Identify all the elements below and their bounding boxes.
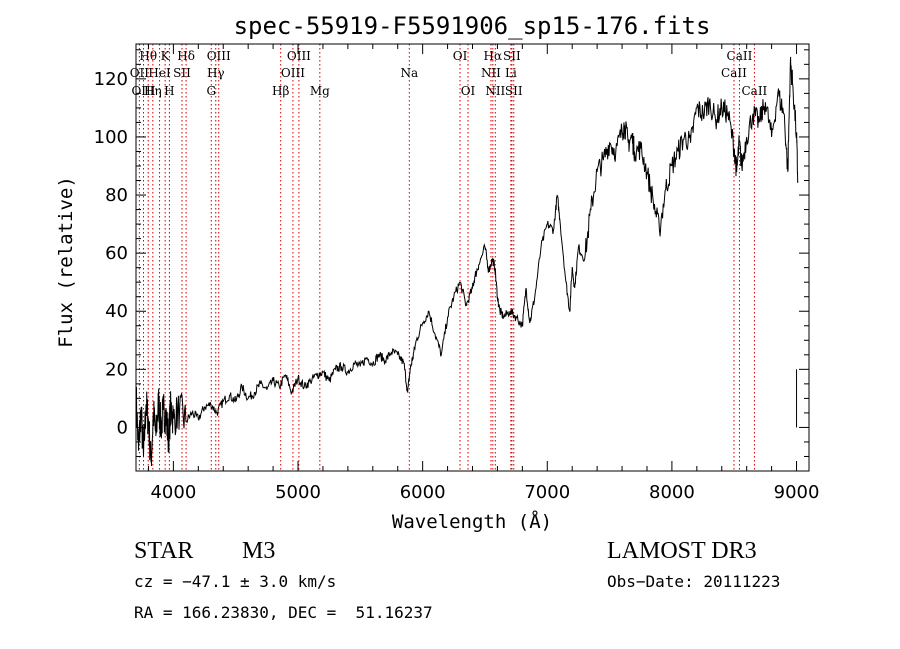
spectral-line-label: SII — [503, 49, 521, 63]
y-tick-label: 80 — [105, 185, 128, 206]
spectral-line-label: Mg — [310, 84, 330, 98]
y-tick-label: 40 — [105, 301, 128, 322]
spectral-line-label: OIII — [287, 49, 311, 63]
spectral-line-label: OI — [453, 49, 468, 63]
spectral-line-label: SII — [173, 66, 191, 80]
spectral-line-label: CaII — [727, 49, 753, 63]
redshift-text: cz = −47.1 ± 3.0 km/s — [134, 572, 337, 591]
spectral-line-label: HeI — [148, 66, 171, 80]
spectral-line-label: Li — [505, 66, 517, 80]
x-tick-label: 9000 — [774, 482, 820, 503]
y-tick-label: 0 — [117, 417, 128, 438]
spectral-line-label: H — [164, 84, 174, 98]
spectral-line-label: Na — [400, 66, 418, 80]
y-tick-label: 60 — [105, 243, 128, 264]
spectral-line-label: CaII — [721, 66, 747, 80]
spectral-line-label: OIII — [131, 84, 155, 98]
spectral-line-label: NII — [481, 66, 501, 80]
spectral-line-label: Hθ — [139, 49, 157, 63]
obs-date-text: Obs−Date: 20111223 — [607, 572, 781, 591]
spectral-line-label: OIII — [281, 66, 305, 80]
spectral-line-label: OII — [130, 66, 150, 80]
spectral-line-label: Hα — [484, 49, 503, 63]
series-layer — [135, 56, 799, 467]
x-axis-label: Wavelength (Å) — [392, 510, 552, 533]
spectral-line-label: Hη — [144, 84, 162, 98]
x-tick-label: 4000 — [150, 482, 196, 503]
spectral-line-label: CaII — [741, 84, 767, 98]
x-tick-label: 7000 — [524, 482, 570, 503]
spectral-line-label: Hγ — [207, 66, 225, 80]
y-axis-label: Flux (relative) — [55, 176, 77, 348]
spectral-line-label: SII — [505, 84, 523, 98]
spectrum-line — [135, 56, 799, 467]
spectral-line-label: Hδ — [177, 49, 195, 63]
spectral-line-label: OI — [461, 84, 476, 98]
spectral-line-label: K — [161, 49, 171, 63]
chart-title: spec-55919-F5591906_sp15-176.fits — [234, 12, 711, 40]
axis-ticks: 4000 5000 6000 7000 8000 9000 0 20 40 60 80 100 120 — [94, 44, 820, 503]
spectral-line-label: Hβ — [272, 84, 289, 98]
object-subclass: M3 — [242, 538, 276, 564]
spectral-line-label: OIII — [207, 49, 231, 63]
spectral-line-label: G — [206, 84, 216, 98]
y-tick-label: 120 — [94, 69, 128, 90]
survey-name: LAMOST DR3 — [607, 538, 757, 564]
y-tick-label: 100 — [94, 127, 128, 148]
coordinates-text: RA = 166.23830, DEC = 51.16237 — [134, 603, 433, 622]
object-class: STAR — [134, 538, 194, 564]
y-tick-label: 20 — [105, 359, 128, 380]
x-tick-label: 5000 — [275, 482, 321, 503]
x-tick-label: 8000 — [649, 482, 695, 503]
spectral-line-label: NII — [485, 84, 505, 98]
x-tick-label: 6000 — [400, 482, 446, 503]
